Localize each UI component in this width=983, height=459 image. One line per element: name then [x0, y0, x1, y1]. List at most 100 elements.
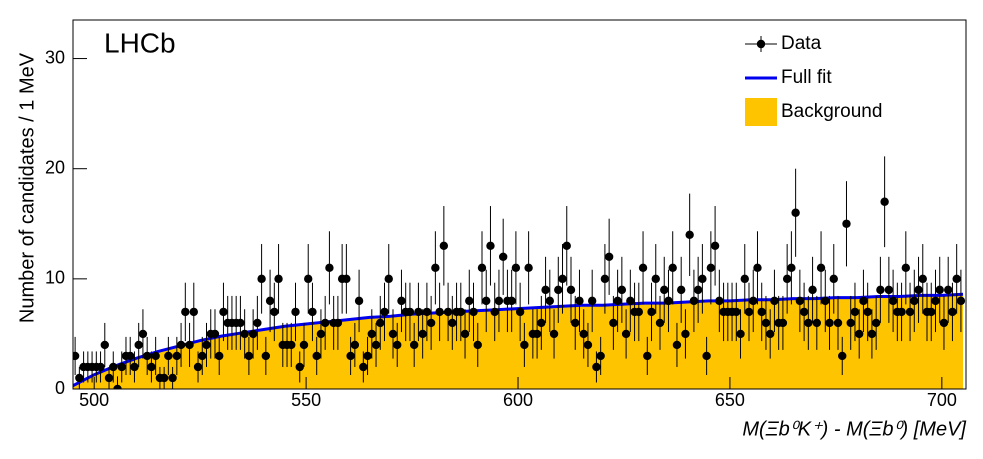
data-point — [664, 296, 673, 306]
data-point — [291, 307, 300, 317]
data-point — [350, 340, 360, 350]
data-point — [825, 318, 834, 328]
data-point — [435, 307, 444, 317]
data-point — [515, 307, 525, 317]
data-point — [312, 351, 321, 361]
data-point — [181, 307, 190, 317]
data-point — [168, 373, 177, 383]
data-point — [134, 340, 143, 350]
data-point — [956, 296, 966, 306]
x-tick-label: 700 — [927, 390, 957, 410]
data-point — [643, 351, 652, 361]
data-point — [308, 307, 317, 317]
data-point — [215, 351, 224, 361]
data-point — [583, 340, 593, 350]
data-point — [744, 307, 754, 317]
data-point — [486, 241, 495, 251]
legend-label: Full fit — [781, 67, 832, 88]
data-point — [918, 274, 927, 284]
data-point — [905, 307, 915, 317]
data-point — [130, 362, 139, 372]
data-point — [876, 285, 885, 295]
data-point — [507, 296, 516, 306]
data-point — [795, 296, 805, 306]
data-point — [380, 307, 389, 317]
data-point — [579, 329, 588, 339]
data-point — [554, 285, 563, 295]
data-point — [376, 318, 385, 328]
data-point — [914, 285, 923, 295]
data-point — [498, 252, 508, 262]
data-point — [482, 296, 491, 306]
data-point — [126, 351, 135, 361]
data-point — [778, 318, 788, 328]
data-point — [689, 296, 699, 306]
data-point — [698, 274, 707, 284]
data-point — [465, 296, 474, 306]
data-point — [804, 318, 813, 328]
data-point — [117, 362, 126, 372]
data-point — [96, 362, 105, 372]
data-point — [638, 263, 648, 273]
data-point — [405, 307, 415, 317]
data-point — [897, 307, 906, 317]
data-point — [770, 296, 779, 306]
data-point — [270, 307, 279, 317]
data-point — [816, 263, 826, 273]
data-point — [138, 329, 148, 339]
data-point — [265, 296, 275, 306]
data-point — [193, 362, 203, 372]
data-point — [668, 263, 677, 273]
data-point — [821, 296, 830, 306]
data-point — [172, 351, 182, 361]
data-point — [596, 351, 605, 361]
data-point — [761, 318, 771, 328]
data-point — [477, 263, 487, 273]
data-point — [240, 329, 249, 339]
data-point — [443, 307, 453, 317]
data-point — [541, 285, 550, 295]
data-point — [469, 307, 478, 317]
data-point — [236, 318, 245, 328]
data-point — [829, 274, 838, 284]
data-point — [782, 274, 792, 284]
data-point — [672, 340, 682, 350]
y-tick-label: 20 — [45, 157, 65, 177]
data-point — [587, 296, 597, 306]
data-point — [371, 340, 381, 350]
y-axis-title: Number of candidates / 1 MeV — [16, 52, 38, 323]
data-point — [104, 373, 114, 383]
plot-area — [73, 156, 966, 389]
data-point — [363, 351, 372, 361]
data-point — [575, 296, 584, 306]
data-point — [109, 362, 118, 372]
plot-frame — [72, 19, 967, 390]
data-point — [626, 296, 635, 306]
legend-marker — [756, 39, 766, 49]
data-point — [532, 329, 542, 339]
data-point — [609, 318, 618, 328]
data-point — [210, 329, 220, 339]
data-point — [799, 307, 809, 317]
data-point — [647, 307, 656, 317]
data-point — [850, 307, 860, 317]
data-point — [473, 340, 482, 350]
data-point — [159, 373, 169, 383]
data-point — [342, 274, 351, 284]
data-point — [812, 318, 822, 328]
x-tick-label: 500 — [79, 390, 109, 410]
data-point — [431, 263, 440, 273]
data-point — [248, 329, 258, 339]
data-point — [562, 241, 571, 251]
data-point — [219, 307, 228, 317]
data-point — [715, 296, 724, 306]
data-point — [948, 307, 957, 317]
data-point — [863, 307, 872, 317]
data-point — [422, 307, 432, 317]
data-point — [910, 296, 919, 306]
legend-marker — [745, 98, 777, 126]
data-point — [791, 208, 800, 217]
data-point — [617, 285, 627, 295]
data-point — [859, 296, 868, 306]
data-point — [494, 296, 504, 306]
